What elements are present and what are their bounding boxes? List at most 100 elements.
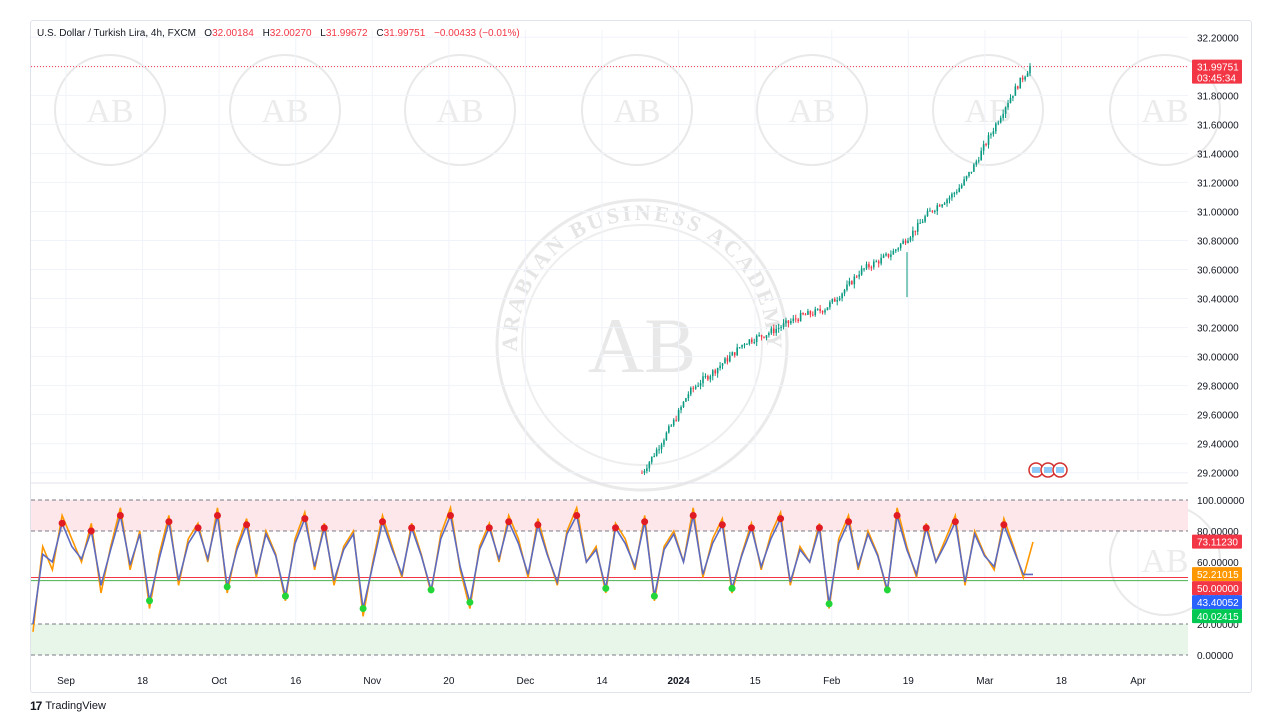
candle-body — [670, 425, 673, 427]
candle-body — [726, 358, 729, 362]
candle-body — [792, 318, 795, 322]
low-label: L — [320, 28, 326, 39]
price-tick-label: 31.80000 — [1197, 91, 1239, 102]
overbought-marker — [301, 515, 309, 523]
overbought-marker — [718, 521, 726, 529]
candle-body — [841, 293, 843, 299]
footer-branding[interactable]: 17 TradingView — [30, 699, 106, 713]
candle-body — [826, 307, 829, 311]
overbought-marker — [408, 524, 416, 532]
candle-body — [904, 240, 907, 244]
candle-body — [804, 314, 807, 316]
candle-body — [958, 187, 961, 192]
candle-body — [777, 328, 780, 330]
candle-body — [704, 376, 707, 378]
price-axis[interactable]: 32.2000032.0000031.8000031.6000031.40000… — [1192, 33, 1242, 480]
candle-body — [970, 171, 973, 173]
candle-body — [926, 210, 929, 217]
high-label: H — [262, 28, 270, 39]
osc-value-badge — [1192, 581, 1242, 596]
candle-body — [763, 336, 765, 338]
candle-body — [690, 387, 692, 395]
candle-body — [790, 321, 792, 324]
oscillator-markers — [58, 512, 1008, 612]
candle-body — [668, 426, 670, 433]
osc-value-badge — [1192, 609, 1242, 624]
candle-body — [936, 205, 939, 211]
candle-body — [721, 363, 724, 366]
time-tick-label: 20 — [443, 676, 455, 687]
candle-body — [953, 192, 956, 194]
candle-body — [787, 320, 790, 324]
osc-value-badge — [1192, 595, 1242, 610]
time-tick-label: 15 — [750, 676, 762, 687]
economic-events[interactable] — [1028, 462, 1068, 478]
overbought-marker — [573, 512, 581, 519]
oversold-marker — [728, 584, 736, 592]
candle-body — [843, 289, 846, 294]
candle-body — [711, 370, 714, 377]
candle-body — [741, 344, 743, 348]
candle-body — [692, 387, 695, 389]
watermark-monogram: AB — [1141, 543, 1188, 580]
candle-body — [948, 197, 951, 200]
candle-body — [907, 240, 909, 244]
price-tick-label: 30.40000 — [1197, 295, 1239, 306]
oversold-marker — [427, 586, 435, 594]
symbol-header[interactable]: U.S. Dollar / Turkish Lira, 4h, FXCM O32… — [37, 28, 526, 39]
price-tick-label: 30.80000 — [1197, 236, 1239, 247]
candle-body — [873, 261, 875, 268]
oversold-marker — [359, 605, 367, 612]
overbought-marker — [747, 524, 755, 532]
candle-body — [992, 131, 995, 135]
candle-body — [887, 253, 890, 257]
overbought-marker — [922, 524, 930, 532]
candle-body — [833, 298, 836, 302]
price-tick-label: 31.00000 — [1197, 207, 1239, 218]
flag-fill — [1056, 467, 1064, 473]
watermark-monogram: AB — [436, 93, 483, 130]
candle-body — [641, 472, 643, 474]
candle-body — [914, 230, 917, 232]
candle-body — [797, 319, 799, 322]
candle-body — [1002, 113, 1004, 118]
candle-body — [997, 122, 1000, 124]
watermark-monogram: AB — [964, 93, 1011, 130]
candle-body — [699, 383, 702, 386]
candle-body — [809, 311, 812, 315]
osc-tick-label: 100.00000 — [1197, 496, 1245, 507]
oscillator-axis[interactable]: 100.0000080.0000060.0000040.0000020.0000… — [1192, 496, 1245, 662]
candle-body — [736, 347, 738, 356]
candle-body — [929, 210, 931, 212]
candle-body — [707, 376, 709, 380]
osc-value-label: 52.21015 — [1197, 570, 1239, 581]
time-axis[interactable]: Sep 18 Oct 16 Nov 20 Dec 14 2024 15 Feb 19 Mar 18 Apr — [57, 676, 1146, 687]
candle-body — [677, 409, 680, 421]
candle-body — [855, 276, 858, 278]
osc-value-badge — [1192, 534, 1242, 549]
oversold-marker — [602, 584, 610, 592]
oversold-marker — [650, 592, 658, 600]
candle-body — [1016, 86, 1019, 89]
price-grid — [31, 30, 1188, 484]
candle-body — [973, 164, 975, 172]
candle-body — [848, 281, 851, 285]
overbought-marker — [815, 524, 823, 532]
candle-body — [955, 191, 958, 193]
candle-body — [1024, 76, 1026, 80]
candle-body — [731, 352, 734, 356]
overbought-marker — [320, 524, 328, 532]
candle-body — [1029, 66, 1031, 74]
low-value: 31.99672 — [325, 28, 368, 39]
time-tick-label: Sep — [57, 676, 75, 687]
candle-body — [882, 255, 885, 258]
candle-body — [941, 204, 943, 207]
overbought-marker — [213, 512, 221, 519]
candle-body — [775, 328, 778, 333]
candle-body — [653, 455, 656, 457]
symbol-title[interactable]: U.S. Dollar / Turkish Lira, 4h, FXCM — [37, 28, 196, 39]
candle-body — [816, 308, 819, 310]
flag-fill — [1044, 467, 1052, 473]
candle-body — [977, 160, 980, 162]
